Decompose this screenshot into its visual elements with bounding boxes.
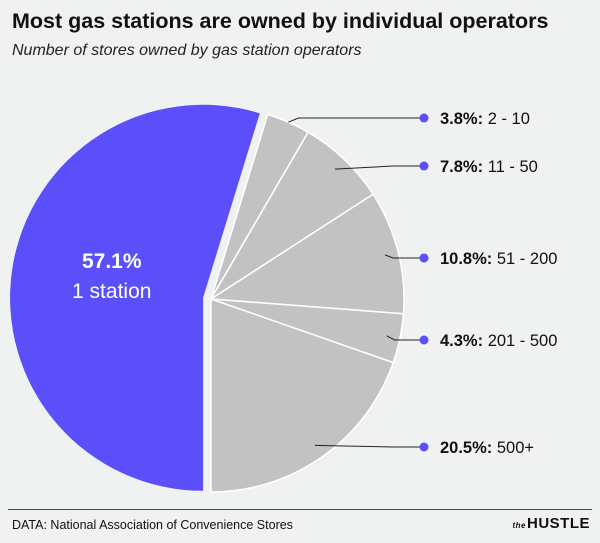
hustle-logo: theHUSTLE — [512, 515, 590, 532]
callout-label-11-50: 7.8%: 11 - 50 — [440, 158, 538, 176]
leader-line-201-500 — [386, 335, 424, 341]
callout-label-500-: 20.5%: 500+ — [440, 439, 534, 457]
leader-dot-51-200 — [419, 253, 429, 263]
leader-dot-11-50 — [419, 161, 429, 171]
callout-pct: 4.3%: — [440, 332, 488, 350]
chart-title: Most gas stations are owned by individua… — [12, 9, 549, 33]
pie-slice-1-station — [10, 104, 260, 491]
callout-range: 51 - 200 — [497, 250, 558, 268]
leader-dot-500- — [419, 442, 429, 452]
callout-label-201-500: 4.3%: 201 - 500 — [440, 332, 557, 350]
data-source: DATA: National Association of Convenienc… — [12, 518, 293, 532]
leader-dot-201-500 — [419, 335, 429, 345]
callout-range: 2 - 10 — [488, 110, 530, 128]
callout-pct: 10.8%: — [440, 250, 497, 268]
callout-label-2-10: 3.8%: 2 - 10 — [440, 110, 530, 128]
pie-label-name-1-station: 1 station — [72, 280, 151, 303]
callout-range: 201 - 500 — [488, 332, 558, 350]
callout-pct: 7.8%: — [440, 158, 488, 176]
callout-range: 11 - 50 — [488, 158, 538, 176]
pie-label-pct-1-station: 57.1% — [82, 250, 142, 273]
callout-label-51-200: 10.8%: 51 - 200 — [440, 250, 557, 268]
pie-slice-51-200 — [208, 193, 405, 315]
leader-dot-2-10 — [419, 113, 429, 123]
leader-line-500- — [314, 444, 424, 448]
footer-divider — [8, 509, 592, 510]
callout-pct: 20.5%: — [440, 439, 497, 457]
pie-slices — [10, 104, 405, 493]
pie-slice-500- — [210, 297, 395, 493]
leader-line-51-200 — [384, 254, 424, 259]
callout-pct: 3.8%: — [440, 110, 488, 128]
leader-line-2-10 — [288, 117, 424, 123]
chart-subtitle: Number of stores owned by gas station op… — [12, 42, 362, 59]
leader-line-11-50 — [334, 165, 424, 170]
callout-range: 500+ — [497, 439, 534, 457]
